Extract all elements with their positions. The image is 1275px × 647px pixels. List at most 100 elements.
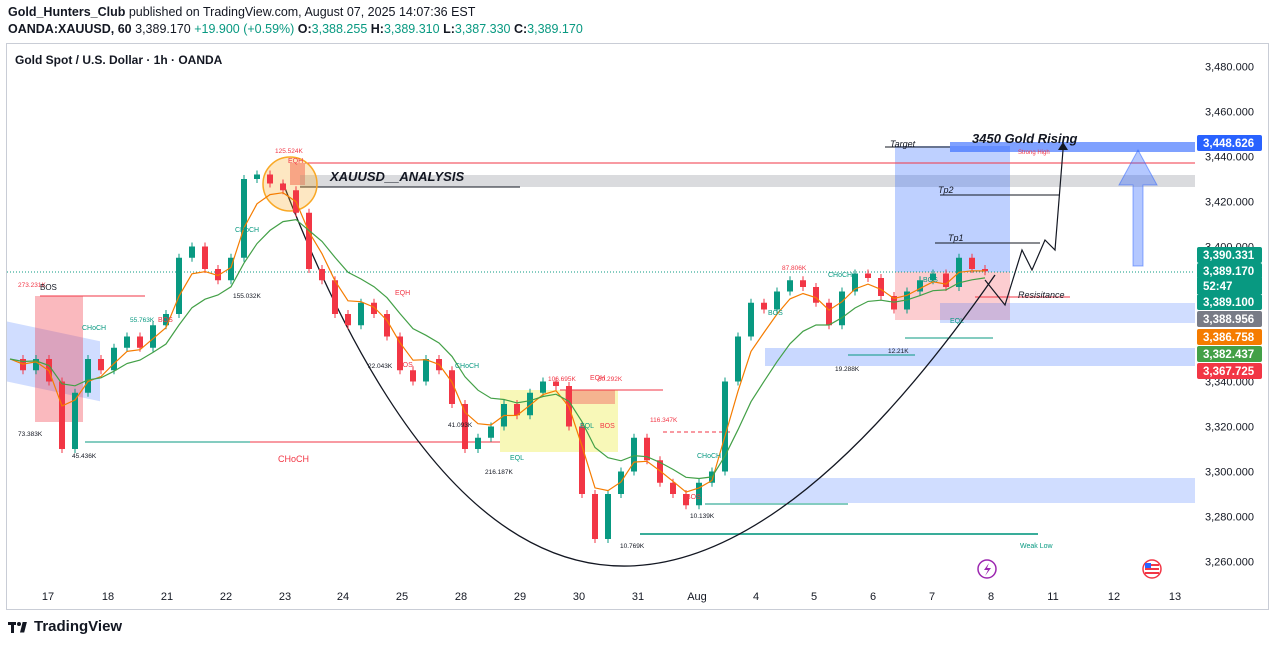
svg-text:3,448.626: 3,448.626	[1203, 138, 1254, 150]
yellow-range-zone	[500, 390, 618, 452]
volume-label: 41.093K	[448, 422, 473, 429]
candle-body	[345, 314, 351, 326]
candle-body	[397, 336, 403, 371]
lightning-icon[interactable]	[977, 559, 997, 579]
x-tick-label: Aug	[687, 591, 707, 603]
candle-body	[982, 269, 988, 272]
candle-body	[969, 257, 975, 269]
price-axis-label: 3,382.437	[1197, 346, 1262, 362]
publish-line: Gold_Hunters_Club published on TradingVi…	[8, 5, 475, 19]
x-tick-label: 29	[514, 591, 526, 603]
target-blue-box	[895, 146, 1010, 272]
candle-body	[98, 359, 104, 371]
y-tick-label: 3,460.000	[1205, 107, 1254, 119]
candle-body	[371, 302, 377, 314]
bos-label-d: BOS	[686, 494, 701, 501]
volume-label: 216.187K	[485, 469, 513, 476]
chart-frame[interactable]	[6, 43, 1269, 610]
candle-body	[137, 336, 143, 348]
tradingview-brand: TradingView	[34, 618, 123, 635]
x-tick-label: 17	[42, 591, 54, 603]
author-name[interactable]: Gold_Hunters_Club	[8, 5, 126, 19]
x-tick-label: 18	[102, 591, 114, 603]
x-tick-label: 5	[811, 591, 817, 603]
svg-text:3,389.100: 3,389.100	[1203, 297, 1254, 309]
ema-slow-line	[9, 218, 986, 480]
svg-text:3,389.170: 3,389.170	[1203, 266, 1254, 278]
svg-text:3,367.725: 3,367.725	[1203, 366, 1255, 378]
candle-body	[696, 482, 702, 506]
rounding-bottom-curve	[282, 182, 996, 567]
eql-label: EQL	[510, 455, 524, 462]
candle-body	[631, 437, 637, 472]
svg-text:52:47: 52:47	[1203, 281, 1232, 293]
candle-body	[72, 392, 78, 449]
demand-band-1	[940, 303, 1195, 323]
price-axis-label: 3,389.170	[1197, 263, 1262, 279]
volume-label: 12.21K	[888, 348, 909, 355]
change-value: +19.900 (+0.59%)	[194, 22, 295, 36]
x-tick-label: 28	[455, 591, 467, 603]
strong-high-label: Strong High	[1018, 150, 1050, 156]
candle-body	[605, 494, 611, 539]
symbol-label: OANDA:XAUUSD, 60	[8, 22, 132, 36]
price-axis-label: 3,367.725	[1197, 363, 1262, 379]
candle-body	[930, 273, 936, 281]
candle-body	[800, 280, 806, 287]
volume-label: 10.769K	[620, 543, 645, 550]
svg-text:3,388.956: 3,388.956	[1203, 314, 1254, 326]
x-tick-label: 6	[870, 591, 876, 603]
us-flag-icon[interactable]	[1142, 559, 1162, 579]
tradingview-logo[interactable]: TradingView	[8, 618, 122, 635]
candle-body	[410, 370, 416, 382]
candle-body	[826, 302, 832, 326]
ohlc-line: OANDA:XAUUSD, 60 3,389.170 +19.900 (+0.5…	[8, 22, 583, 36]
candle-body	[761, 302, 767, 310]
x-tick-label: 23	[279, 591, 291, 603]
candle-body	[488, 426, 494, 438]
choch-label-a: CHoCH	[235, 227, 259, 234]
y-tick-label: 3,320.000	[1205, 422, 1254, 434]
candle-body	[917, 280, 923, 292]
y-tick-label: 3,260.000	[1205, 557, 1254, 569]
candle-body	[670, 482, 676, 494]
x-tick-label: 24	[337, 591, 349, 603]
x-tick-label: 4	[753, 591, 759, 603]
price-axis-label: 3,386.758	[1197, 329, 1262, 345]
bos-label-left: BOS	[40, 283, 57, 292]
choch-label-d: CHoCH	[697, 453, 721, 460]
candle-body	[787, 280, 793, 292]
last-price: 3,389.170	[135, 22, 191, 36]
analysis-label: XAUUSD__ANALYSIS	[329, 169, 464, 184]
candle-body	[865, 273, 871, 278]
volume-label: 10.139K	[690, 513, 715, 520]
ema-fast-line	[9, 192, 986, 493]
x-tick-label: 11	[1047, 591, 1058, 603]
svg-text:3,382.437: 3,382.437	[1203, 349, 1254, 361]
volume-label: 73.383K	[18, 431, 43, 438]
candle-body	[150, 325, 156, 348]
candle-body	[423, 359, 429, 382]
volume-label: 106.695K	[548, 376, 576, 383]
y-tick-label: 3,480.000	[1205, 62, 1254, 74]
chart-title: Gold Spot / U.S. Dollar · 1h · OANDA	[15, 53, 223, 67]
x-tick-label: 21	[161, 591, 173, 603]
candle-body	[644, 437, 650, 461]
candle-body	[553, 381, 559, 386]
candle-body	[839, 291, 845, 326]
demand-band-3	[730, 478, 1195, 503]
y-tick-label: 3,340.000	[1205, 377, 1254, 389]
candle-body	[319, 269, 325, 281]
candle-body	[540, 381, 546, 393]
top-circle	[262, 156, 318, 212]
price-axis-label: 3,448.626	[1197, 135, 1262, 151]
volume-label: 273.231K	[18, 282, 46, 289]
x-tick-label: 30	[573, 591, 585, 603]
candle-body	[241, 179, 247, 258]
candle-body	[267, 174, 273, 184]
volume-label: 22.043K	[368, 363, 393, 370]
candle-body	[332, 280, 338, 314]
tp2-label: Tp2	[938, 185, 954, 195]
grey-resistance-band	[300, 175, 1195, 187]
